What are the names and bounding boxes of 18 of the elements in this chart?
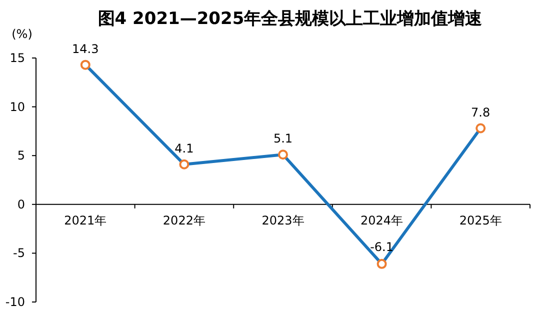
data-label: 7.8 [471,105,490,120]
chart-title: 图4 2021—2025年全县规模以上工业增加值增速 [98,9,482,29]
y-axis-title: (%) [12,27,32,41]
y-tick-label: -5 [13,246,25,260]
x-tick-label: 2023年 [262,213,304,228]
y-tick-label: 15 [10,51,25,65]
y-tick-label: 0 [17,197,25,212]
data-label: 5.1 [273,132,293,146]
data-label: 4.1 [174,141,194,156]
y-tick-label: 10 [10,100,25,114]
y-tick-label: 5 [17,148,25,163]
x-tick-label: 2022年 [162,213,206,228]
x-tick-label: 2025年 [459,213,502,228]
y-tick-label: -10 [5,295,25,309]
x-tick-label: 2021年 [64,213,107,228]
data-label: -6.1 [370,240,394,254]
x-tick-label: 2024年 [360,213,404,228]
data-label: 14.3 [72,42,99,56]
